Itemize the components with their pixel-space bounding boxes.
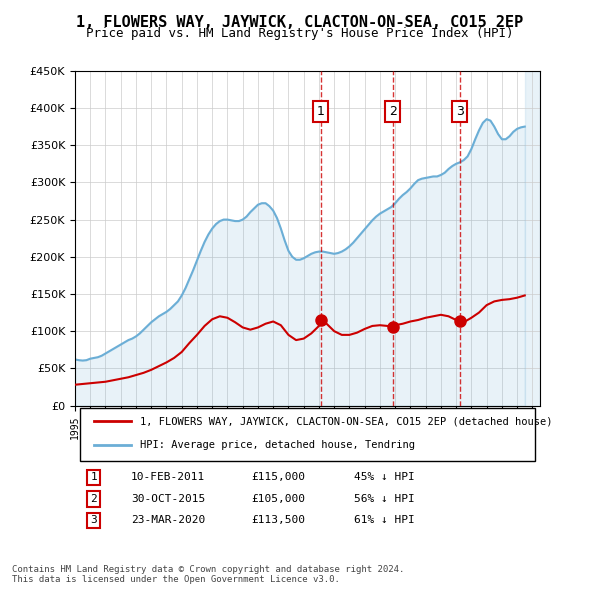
Text: 30-OCT-2015: 30-OCT-2015 xyxy=(131,494,205,504)
Text: £105,000: £105,000 xyxy=(252,494,306,504)
Text: 1: 1 xyxy=(90,472,97,482)
Text: £115,000: £115,000 xyxy=(252,472,306,482)
Text: 10-FEB-2011: 10-FEB-2011 xyxy=(131,472,205,482)
Text: 2: 2 xyxy=(90,494,97,504)
Text: 1: 1 xyxy=(317,105,325,118)
Text: HPI: Average price, detached house, Tendring: HPI: Average price, detached house, Tend… xyxy=(140,440,415,450)
Text: £113,500: £113,500 xyxy=(252,515,306,525)
Text: 2: 2 xyxy=(389,105,397,118)
Text: Contains HM Land Registry data © Crown copyright and database right 2024.
This d: Contains HM Land Registry data © Crown c… xyxy=(12,565,404,584)
Text: 23-MAR-2020: 23-MAR-2020 xyxy=(131,515,205,525)
Text: 3: 3 xyxy=(456,105,464,118)
Text: 56% ↓ HPI: 56% ↓ HPI xyxy=(354,494,415,504)
Bar xyxy=(525,71,540,405)
Text: 1, FLOWERS WAY, JAYWICK, CLACTON-ON-SEA, CO15 2EP (detached house): 1, FLOWERS WAY, JAYWICK, CLACTON-ON-SEA,… xyxy=(140,416,553,426)
Text: Price paid vs. HM Land Registry's House Price Index (HPI): Price paid vs. HM Land Registry's House … xyxy=(86,27,514,40)
Text: 3: 3 xyxy=(90,515,97,525)
Text: 1, FLOWERS WAY, JAYWICK, CLACTON-ON-SEA, CO15 2EP: 1, FLOWERS WAY, JAYWICK, CLACTON-ON-SEA,… xyxy=(76,15,524,30)
Text: 45% ↓ HPI: 45% ↓ HPI xyxy=(354,472,415,482)
FancyBboxPatch shape xyxy=(80,408,535,461)
Text: 61% ↓ HPI: 61% ↓ HPI xyxy=(354,515,415,525)
